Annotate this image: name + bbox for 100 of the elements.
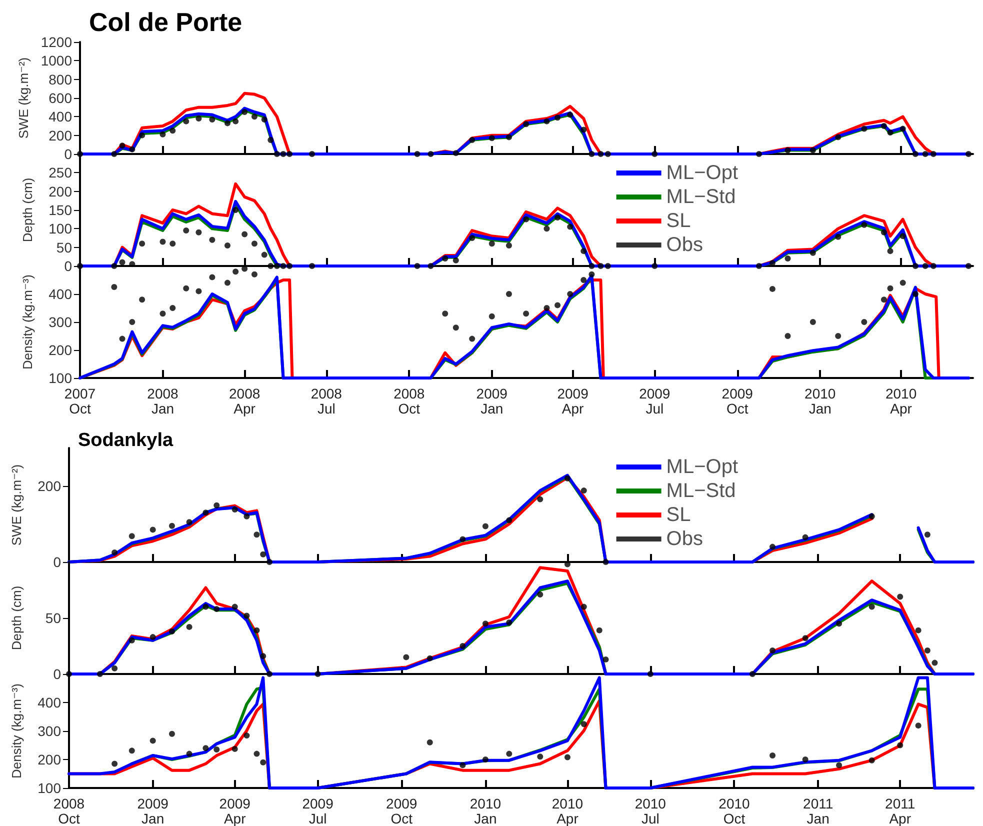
point (588, 263, 595, 269)
point (810, 250, 816, 256)
point (224, 242, 230, 248)
point (580, 604, 587, 610)
point (912, 151, 918, 157)
point (922, 151, 928, 157)
point (209, 236, 216, 243)
point (426, 655, 433, 662)
y-axis-title: SWE (kg.m⁻²) (9, 464, 24, 546)
point (232, 118, 239, 124)
point (861, 319, 868, 325)
point (580, 277, 587, 283)
point (966, 151, 972, 157)
point (168, 522, 175, 529)
x-tick-label: 2009 Jan (476, 386, 508, 416)
legend-label: Obs (666, 528, 703, 550)
point (414, 151, 420, 157)
point (652, 263, 658, 269)
y-tick-label: 100 (48, 370, 72, 386)
point (588, 271, 595, 278)
y-tick-label: 0 (64, 146, 72, 162)
point (183, 118, 190, 124)
point (119, 142, 126, 149)
point (460, 536, 466, 542)
point (769, 286, 776, 292)
point (880, 296, 887, 303)
point (202, 745, 209, 752)
point (202, 510, 209, 516)
point (770, 647, 776, 654)
point (232, 268, 239, 275)
point (150, 738, 156, 744)
point (139, 296, 146, 303)
y-tick-label: 250 (48, 164, 72, 181)
point (266, 559, 272, 565)
point (452, 324, 459, 331)
point (268, 137, 274, 143)
y-tick-label: 800 (48, 71, 72, 88)
point (506, 517, 512, 524)
point (506, 291, 512, 297)
x-tick-label: 2010 Apr (885, 386, 917, 416)
y-tick-label: 100 (48, 220, 72, 237)
point (452, 150, 459, 156)
point (835, 134, 842, 140)
point (810, 319, 816, 325)
point (214, 606, 220, 612)
y-tick-label: 50 (45, 610, 62, 626)
y-tick-label: 200 (38, 478, 62, 494)
point (168, 628, 175, 634)
y-tick-label: 400 (48, 286, 72, 302)
point (802, 635, 808, 642)
point (537, 754, 544, 760)
y-tick-label: 300 (48, 314, 72, 330)
point (111, 151, 118, 157)
point (897, 742, 904, 748)
y-axis-title: SWE (kg.m⁻²) (16, 57, 31, 139)
point (523, 121, 530, 128)
point (224, 280, 230, 286)
point (900, 280, 906, 286)
point (309, 263, 316, 269)
x-tick-label: 2007 Oct (64, 386, 96, 416)
point (861, 126, 868, 132)
y-axis-title: Density (kg.m⁻³) (20, 274, 35, 370)
point (242, 109, 248, 115)
point (183, 285, 190, 292)
point (922, 263, 928, 269)
point (506, 134, 512, 140)
point (128, 748, 135, 754)
point (403, 654, 410, 660)
point (442, 310, 448, 317)
point (488, 313, 495, 320)
x-tick-label: 2008 Apr (228, 386, 260, 416)
point (460, 643, 466, 649)
point (868, 604, 875, 610)
x-tick-label: 2009 Oct (722, 386, 754, 416)
point (160, 310, 166, 317)
point (196, 229, 202, 236)
point (280, 151, 286, 157)
point (810, 147, 816, 154)
point (129, 319, 136, 325)
point (580, 721, 587, 728)
x-tick-label: 2009 Oct (386, 796, 418, 826)
point (209, 274, 216, 280)
x-tick-label: 2009 Jul (302, 796, 334, 826)
point (452, 257, 459, 264)
point (564, 754, 570, 760)
y-tick-label: 400 (48, 108, 72, 125)
point (652, 151, 658, 157)
y-tick-label: 1200 (40, 34, 72, 50)
point (129, 261, 136, 268)
point (554, 214, 561, 220)
point (309, 151, 316, 157)
point (244, 513, 250, 520)
point (544, 118, 550, 124)
point (160, 131, 166, 138)
point (580, 488, 587, 494)
point (506, 750, 512, 757)
point (488, 240, 495, 247)
point (861, 222, 868, 228)
point (930, 263, 936, 269)
x-tick-label: 2010 Jul (634, 796, 666, 826)
